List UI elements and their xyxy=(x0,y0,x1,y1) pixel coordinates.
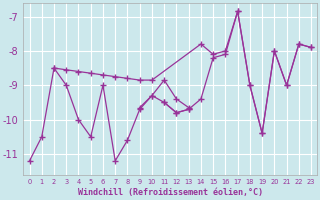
X-axis label: Windchill (Refroidissement éolien,°C): Windchill (Refroidissement éolien,°C) xyxy=(78,188,263,197)
